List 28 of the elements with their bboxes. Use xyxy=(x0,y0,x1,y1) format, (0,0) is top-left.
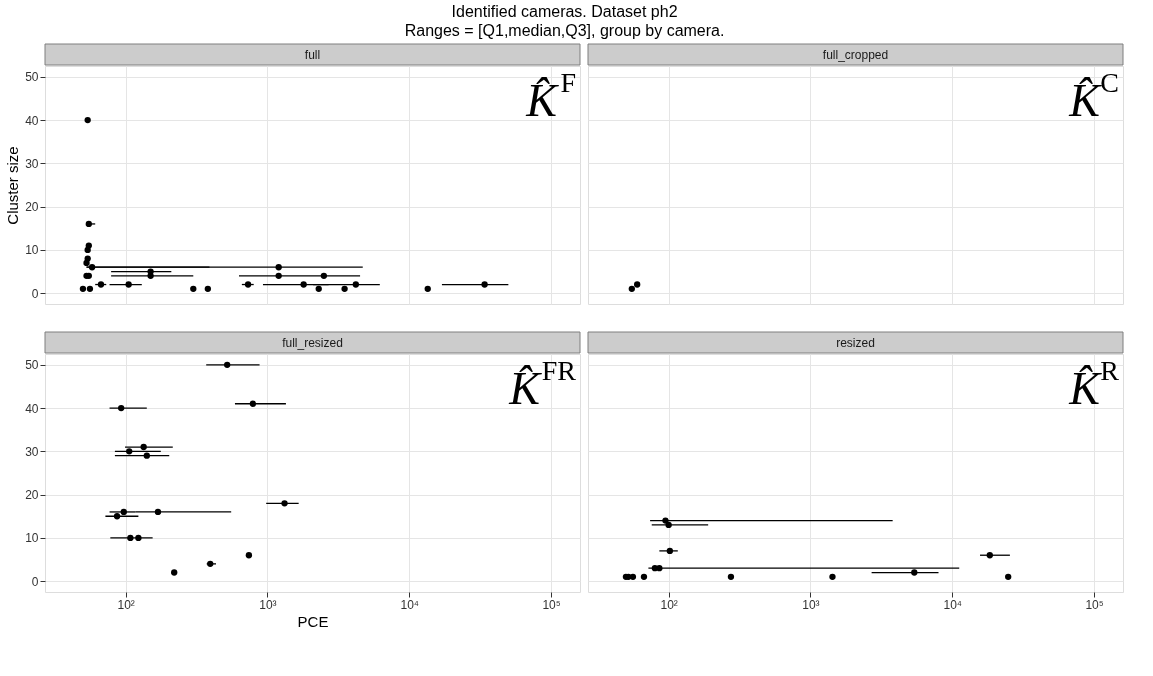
y-tick-label: 20 xyxy=(25,200,39,215)
x-axis-title: PCE xyxy=(297,612,329,630)
y-tick-label: 10 xyxy=(25,243,39,258)
x-tick-label: 10² xyxy=(660,597,678,612)
text: Ranges = [Q1,median,Q3], group by camera. xyxy=(404,22,725,39)
x-tick-label: 10⁵ xyxy=(542,597,561,612)
chart-title: full_cropped xyxy=(822,48,889,62)
x-tick-label: 10³ xyxy=(259,597,277,612)
y-tick-label: 10 xyxy=(25,531,39,546)
y-tick-label: 50 xyxy=(25,358,39,373)
x-tick-label: 10⁴ xyxy=(400,597,420,612)
y-tick-label: 30 xyxy=(25,156,39,171)
chart-title: resized xyxy=(836,336,875,350)
x-tick-label: 10⁵ xyxy=(1085,597,1104,612)
y-axis-title: Cluster size xyxy=(4,146,22,225)
y-tick-label: 20 xyxy=(25,488,39,503)
y-tick-label: 30 xyxy=(25,444,39,459)
x-tick-label: 10³ xyxy=(802,597,820,612)
y-tick-label: 50 xyxy=(25,70,39,85)
y-tick-label: 40 xyxy=(25,113,39,128)
y-tick-label: 0 xyxy=(31,574,39,589)
x-tick-label: 10² xyxy=(117,597,135,612)
x-tick-label: 10⁴ xyxy=(943,597,963,612)
text: Identified cameras. Dataset ph2 xyxy=(451,3,678,20)
y-tick-label: 0 xyxy=(31,286,39,301)
chart-title: full_resized xyxy=(282,336,343,350)
chart-title: full xyxy=(304,48,321,62)
y-tick-label: 40 xyxy=(25,401,39,416)
